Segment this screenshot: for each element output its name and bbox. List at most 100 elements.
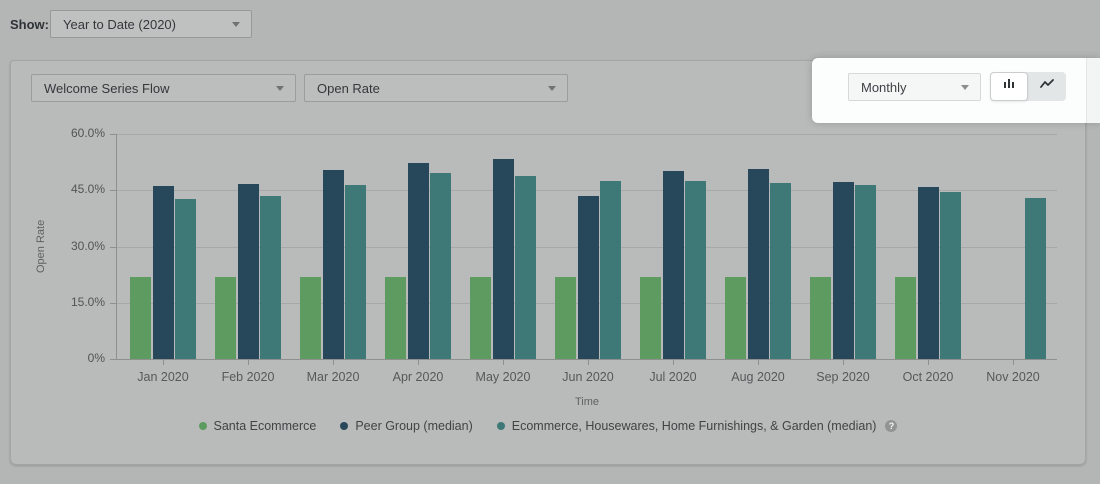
show-label: Show: [10, 17, 49, 32]
x-axis-category-label: Jan 2020 [137, 370, 189, 384]
bar-chart-toggle-button[interactable] [990, 72, 1028, 101]
gridline [117, 134, 1057, 135]
x-axis-tick [248, 360, 249, 365]
chevron-down-icon [276, 86, 284, 91]
bar-group [215, 134, 281, 359]
legend-dot-icon [340, 422, 349, 430]
bar[interactable] [322, 170, 344, 359]
y-axis-tick-label: 0% [87, 351, 105, 365]
chart-type-toggle [990, 72, 1066, 101]
chart-legend: Santa Ecommerce Peer Group (median) Ecomme… [11, 419, 1085, 433]
bar-group [810, 134, 876, 359]
chevron-down-icon [548, 86, 556, 91]
flow-dropdown[interactable]: Welcome Series Flow [31, 74, 296, 102]
x-axis-category-label: Nov 2020 [986, 370, 1040, 384]
x-axis-tick [673, 360, 674, 365]
legend-item[interactable]: Peer Group (median) [340, 419, 473, 433]
chevron-down-icon [961, 85, 969, 90]
x-axis-category-label: Feb 2020 [221, 370, 275, 384]
bar[interactable] [725, 276, 746, 359]
x-axis-tick [758, 360, 759, 365]
bar-chart-icon [1001, 76, 1017, 97]
gridline [117, 190, 1057, 192]
legend-label: Santa Ecommerce [213, 419, 317, 433]
x-axis-category-label: Mar 2020 [306, 370, 360, 384]
y-axis-tick-label: 15.0% [70, 294, 105, 309]
bar[interactable] [600, 180, 621, 359]
bar[interactable] [685, 181, 706, 359]
y-axis-tick [110, 246, 117, 248]
legend-label: Peer Group (median) [355, 419, 473, 433]
benchmark-chart-card: Welcome Series Flow Open Rate Open Rate … [10, 60, 1086, 465]
bar[interactable] [1025, 198, 1046, 359]
y-axis-tick [110, 359, 117, 360]
bar[interactable] [260, 196, 281, 359]
x-axis-tick [843, 360, 844, 365]
bar[interactable] [130, 276, 151, 359]
bar-group [640, 134, 706, 359]
bar[interactable] [385, 276, 406, 359]
x-axis-tick [1013, 360, 1014, 365]
bar[interactable] [770, 182, 791, 359]
y-axis-tick [110, 302, 117, 304]
interval-dropdown-value: Monthly [861, 79, 907, 95]
metric-dropdown[interactable]: Open Rate [304, 74, 568, 102]
bar[interactable] [747, 169, 769, 359]
bar[interactable] [577, 196, 599, 359]
x-axis-category-label: Aug 2020 [731, 370, 785, 384]
x-axis-category-label: Jun 2020 [562, 370, 614, 384]
legend-item[interactable]: Santa Ecommerce [198, 419, 317, 433]
x-axis-tick [333, 360, 334, 365]
bar-group [470, 134, 536, 359]
bar[interactable] [407, 162, 429, 359]
x-axis-tick [503, 360, 504, 365]
x-axis-tick [928, 360, 929, 365]
bar[interactable] [895, 276, 916, 359]
x-axis-category-label: May 2020 [475, 370, 531, 384]
bar[interactable] [215, 276, 236, 359]
date-range-dropdown[interactable]: Year to Date (2020) [50, 10, 252, 38]
bar[interactable] [640, 276, 661, 359]
bar[interactable] [810, 276, 831, 359]
bar[interactable] [175, 198, 196, 359]
y-axis-tick-label: 45.0% [70, 182, 105, 197]
tour-spotlight: Monthly [812, 58, 1100, 123]
metric-dropdown-value: Open Rate [317, 80, 380, 96]
x-axis-category-label: Apr 2020 [392, 370, 444, 384]
x-axis-category-label: Oct 2020 [902, 370, 954, 384]
interval-dropdown[interactable]: Monthly [848, 73, 981, 101]
bar[interactable] [940, 192, 961, 359]
bar[interactable] [470, 276, 491, 359]
legend-dot-icon [496, 422, 505, 430]
help-icon[interactable]: ? [885, 420, 898, 432]
bar-group [130, 134, 196, 359]
y-axis-tick [110, 134, 117, 135]
x-axis-tick [163, 360, 164, 365]
bar[interactable] [832, 182, 854, 359]
line-chart-toggle-button[interactable] [1028, 72, 1066, 101]
bar[interactable] [345, 185, 366, 359]
date-range-value: Year to Date (2020) [63, 16, 176, 32]
bar-group [725, 134, 791, 359]
bar[interactable] [917, 187, 939, 359]
grouped-bar-chart: Open Rate Time 0% 15.0% 30.0% 45.0% 60.0% Jan… [35, 126, 1057, 408]
top-bar: Show: Year to Date (2020) [0, 0, 1100, 60]
bar[interactable] [152, 185, 174, 359]
bar-group [300, 134, 366, 359]
bar[interactable] [555, 276, 576, 359]
bar[interactable] [662, 171, 684, 359]
x-axis-tick [418, 360, 419, 365]
bar[interactable] [300, 276, 321, 359]
legend-label: Ecommerce, Housewares, Home Furnishings,… [511, 419, 877, 433]
bar[interactable] [515, 175, 536, 359]
bar-group [980, 134, 1046, 359]
bar[interactable] [855, 184, 876, 359]
x-axis-category-label: Jul 2020 [649, 370, 697, 384]
legend-item[interactable]: Ecommerce, Housewares, Home Furnishings,… [496, 419, 898, 433]
bar[interactable] [430, 172, 451, 359]
card-edge-in-spotlight [1086, 58, 1100, 123]
flow-dropdown-value: Welcome Series Flow [44, 80, 170, 96]
legend-dot-icon [198, 422, 207, 430]
bar[interactable] [237, 184, 259, 359]
bar[interactable] [492, 159, 514, 359]
